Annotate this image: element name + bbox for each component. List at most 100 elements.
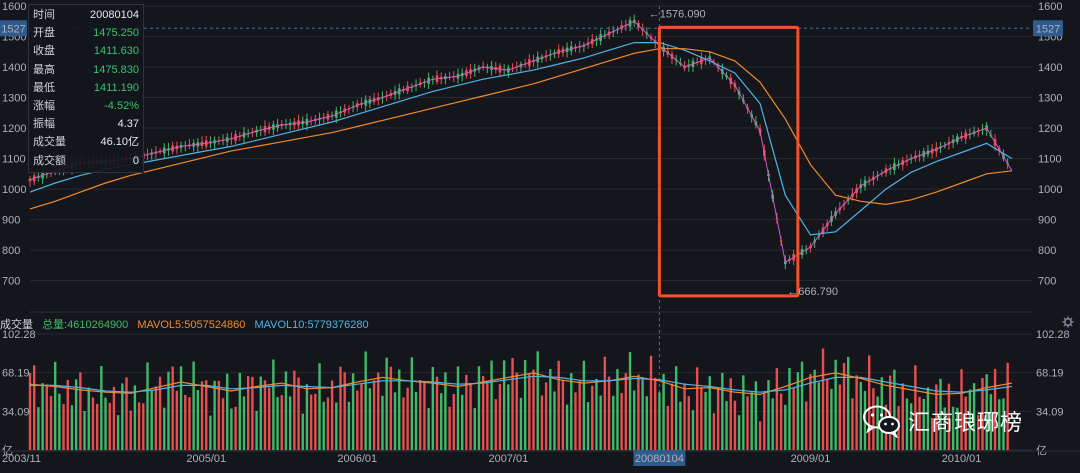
- volume-bar: [79, 372, 82, 450]
- volume-bar: [838, 384, 842, 450]
- volume-bar: [62, 404, 65, 450]
- crosshair-x-label: 20080104: [635, 453, 684, 465]
- volume-bar: [960, 369, 963, 450]
- volume-bar: [347, 401, 351, 450]
- volume-bar: [507, 384, 510, 450]
- volume-bar: [758, 421, 762, 450]
- volume-bar: [112, 386, 116, 450]
- volume-bar: [633, 390, 636, 450]
- volume-bar: [800, 361, 804, 450]
- info-row: 涨幅 -4.52%: [33, 97, 139, 115]
- watermark-text: 汇商琅琊榜: [908, 411, 1024, 436]
- volume-bar: [981, 377, 984, 450]
- volume-bar: [293, 370, 296, 450]
- price-grid: [30, 5, 1032, 282]
- info-key: 涨幅: [33, 99, 55, 112]
- info-value: 4.37: [117, 118, 139, 131]
- volume-bar: [565, 404, 569, 450]
- volume-legend-title: 成交量: [0, 319, 33, 331]
- volume-bar: [637, 374, 640, 450]
- moving-average-lines: [29, 20, 1013, 264]
- volume-bar: [91, 397, 95, 450]
- volume-bar: [435, 376, 439, 450]
- volume-legend: 成交量 总量:4610264900 MAVOL5:5057524860 MAVO…: [0, 316, 375, 332]
- volume-bar: [473, 408, 476, 450]
- volume-bar: [666, 405, 669, 450]
- volume-bar: [830, 388, 833, 450]
- volume-bar: [930, 417, 934, 450]
- volume-bar: [867, 355, 871, 450]
- info-key: 开盘: [33, 27, 55, 40]
- volume-bar: [297, 377, 300, 450]
- volume-bar: [893, 369, 896, 450]
- volume-bar: [519, 397, 523, 450]
- volume-bar: [725, 401, 728, 450]
- volume-bar: [779, 393, 783, 450]
- price-tick-label-right: 1600: [1038, 1, 1062, 13]
- volume-bar: [784, 404, 787, 450]
- volume-bar: [28, 372, 32, 450]
- volume-bar: [335, 402, 338, 450]
- info-key: 成交额: [33, 154, 66, 167]
- volume-bar: [301, 413, 304, 450]
- volume-bar: [662, 373, 665, 450]
- volume-bar: [716, 387, 720, 450]
- volume-bar: [368, 388, 372, 450]
- volume-bar: [767, 380, 770, 450]
- volume-bar: [108, 402, 111, 450]
- volume-bar: [796, 372, 800, 450]
- watermark: 汇商琅琊榜: [862, 404, 1023, 438]
- volume-y-axis: 102.28 102.2868.19 68.1934.09 34.09亿亿: [2, 329, 1070, 457]
- x-tick-label: 2003/11: [2, 453, 41, 465]
- price-tick-label-right: 800: [1038, 245, 1056, 257]
- crosshair-x-label-bg: [633, 450, 686, 466]
- volume-bar: [557, 360, 560, 450]
- volume-ma-lines: [29, 372, 1013, 396]
- volume-bar: [616, 369, 619, 450]
- volume-bar: [322, 401, 325, 450]
- highlight-box: [657, 25, 800, 298]
- volume-bar: [1006, 362, 1009, 450]
- volume-bar: [712, 413, 716, 450]
- volume-bar: [465, 374, 468, 450]
- volume-bar: [654, 377, 657, 450]
- volume-bar: [679, 401, 682, 450]
- volume-bar: [746, 396, 749, 450]
- volume-bar: [150, 390, 153, 450]
- volume-bar: [943, 407, 946, 450]
- info-key: 成交量: [33, 136, 66, 149]
- volume-bar: [356, 390, 359, 450]
- x-tick-label: 2009/01: [791, 453, 831, 465]
- info-row: 时间 20080104: [33, 6, 139, 24]
- volume-bar: [876, 396, 879, 450]
- volume-bar: [993, 368, 997, 450]
- volume-bar: [158, 376, 162, 450]
- volume-bar: [326, 397, 330, 450]
- volume-bar: [591, 385, 594, 450]
- ohlc-info-panel: 时间 20080104 开盘 1475.250 收盘 1411.630 最高 1475.830…: [28, 4, 144, 173]
- volume-bar: [544, 382, 548, 450]
- volume-bar: [754, 381, 758, 450]
- gear-icon[interactable]: [1062, 316, 1074, 328]
- mavol10-line: [30, 375, 1012, 393]
- volume-bar: [95, 403, 99, 450]
- volume-bar: [444, 372, 447, 450]
- price-tick-label-left: 1000: [2, 184, 26, 196]
- price-tick-label-left: 800: [2, 245, 20, 257]
- volume-bar: [658, 392, 661, 450]
- volume-bar: [58, 393, 61, 450]
- volume-bar: [733, 400, 737, 450]
- volume-bar: [918, 396, 921, 450]
- volume-bar: [721, 372, 724, 450]
- info-key: 振幅: [33, 118, 55, 131]
- volume-bar: [343, 372, 346, 450]
- volume-bar: [998, 399, 1001, 450]
- volume-bar: [607, 376, 611, 450]
- volume-bar: [553, 391, 556, 450]
- info-row: 开盘 1475.250: [33, 24, 139, 42]
- volume-bar: [205, 380, 208, 450]
- volume-bar: [909, 403, 913, 450]
- volume-bar: [821, 348, 825, 450]
- price-annotation: ←1576.090: [649, 8, 706, 20]
